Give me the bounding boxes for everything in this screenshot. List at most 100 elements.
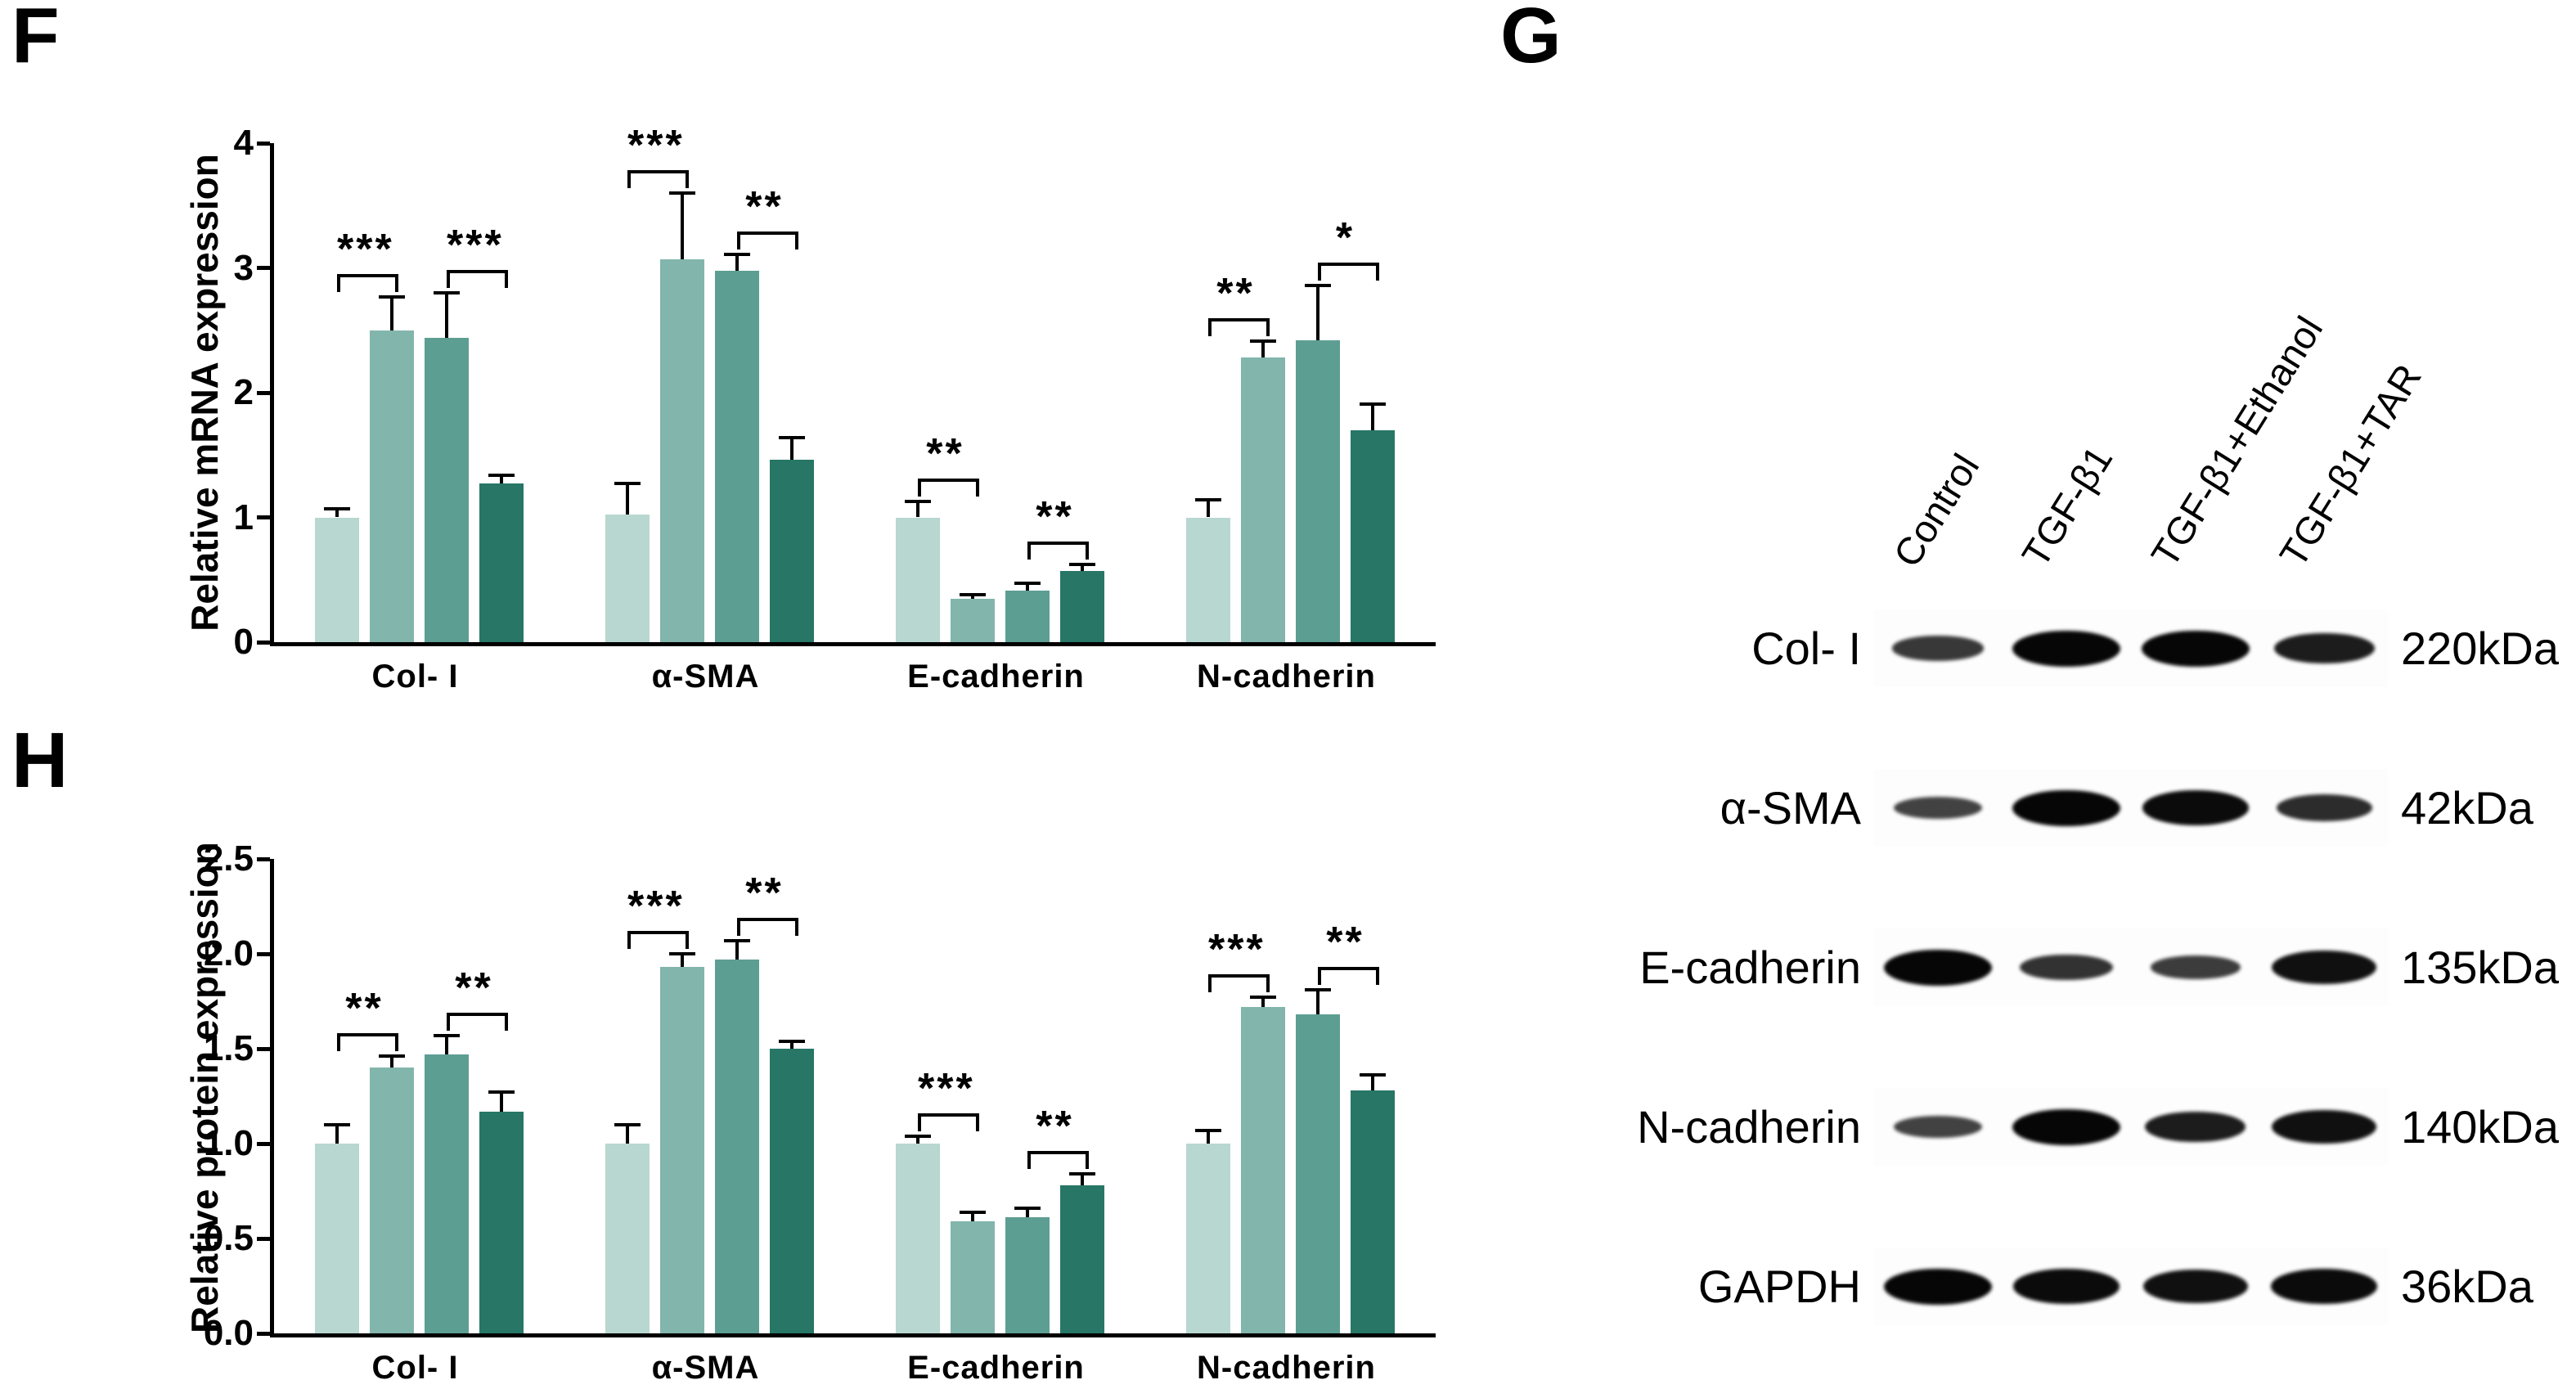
- error-bar-cap: [724, 938, 750, 942]
- category-label: E-cadherin: [907, 659, 1085, 694]
- error-bar-cap: [379, 1054, 405, 1059]
- error-bar-cap: [1250, 339, 1276, 344]
- y-axis-tick-label: 2: [233, 372, 254, 412]
- error-bar-cap: [905, 499, 931, 503]
- y-axis-tick-label: 1.0: [203, 1123, 254, 1163]
- y-axis-tick: [257, 1331, 270, 1336]
- panel-label-g: G: [1500, 0, 1562, 79]
- blot-band: [2013, 1269, 2120, 1304]
- error-bar-cap: [614, 482, 641, 486]
- error-bar: [790, 1041, 793, 1049]
- y-axis-tick: [257, 515, 270, 519]
- error-bar: [335, 508, 339, 518]
- bar: [605, 515, 650, 642]
- y-axis-tick-label: 0: [233, 622, 254, 662]
- sig-label: ***: [447, 222, 504, 269]
- y-axis-tick: [257, 951, 270, 956]
- sig-bracket: [1208, 974, 1270, 993]
- y-axis-tick: [257, 1046, 270, 1051]
- sig-label: **: [1216, 270, 1255, 318]
- category-label: N-cadherin: [1197, 659, 1376, 694]
- error-bar: [390, 1056, 393, 1068]
- sig-bracket: [337, 273, 398, 292]
- error-bar: [1081, 1174, 1084, 1186]
- error-bar: [500, 1092, 503, 1112]
- lane-label-text: TGF-β1+TAR: [2271, 356, 2430, 574]
- sig-label: ***: [918, 1064, 975, 1113]
- error-bar: [971, 1211, 974, 1222]
- error-bar: [916, 1135, 919, 1144]
- blot-row: [1873, 928, 2389, 1006]
- y-axis-tick: [257, 640, 270, 645]
- sig-bracket: [1027, 542, 1089, 560]
- error-bar-cap: [1305, 283, 1331, 287]
- y-axis-tick: [257, 856, 270, 861]
- error-bar-cap: [1305, 988, 1331, 992]
- sig-bracket: [1208, 318, 1270, 337]
- error-bar: [735, 254, 739, 271]
- error-bar-cap: [1014, 1206, 1041, 1210]
- error-bar: [390, 296, 393, 330]
- error-bar: [1207, 1130, 1210, 1144]
- category-label: E-cadherin: [907, 1350, 1085, 1386]
- blot-band: [2273, 632, 2375, 664]
- sig-bracket: [337, 1033, 398, 1052]
- error-bar-cap: [779, 1039, 805, 1043]
- mrna-expression-chart: Relative mRNA expression *** *** *** ** ** **…: [139, 82, 1481, 736]
- panel-label-h: H: [11, 717, 69, 804]
- y-axis-tick-label: 0.5: [203, 1218, 254, 1258]
- protein-expression-chart: Relative protein expression ** ** *** ** ***…: [139, 810, 1481, 1386]
- error-bar-cap: [324, 1122, 350, 1126]
- error-bar: [971, 595, 974, 599]
- y-axis-tick-label: 4: [233, 123, 254, 163]
- sig-bracket: [1318, 262, 1379, 281]
- bar: [370, 330, 414, 642]
- error-bar-cap: [488, 473, 515, 477]
- y-axis-tick: [257, 266, 270, 270]
- error-bar-cap: [1195, 498, 1221, 502]
- y-axis-tick: [257, 1236, 270, 1241]
- protein-label: N-cadherin: [1637, 1101, 1861, 1153]
- error-bar: [681, 193, 684, 259]
- error-bar: [445, 1035, 448, 1054]
- bar: [660, 258, 704, 642]
- error-bar-cap: [488, 1090, 515, 1095]
- blot-band: [2012, 630, 2121, 667]
- error-bar: [626, 483, 629, 515]
- sig-label: ***: [1208, 926, 1266, 974]
- panel-label-f: F: [11, 0, 60, 79]
- error-bar: [445, 293, 448, 338]
- y-axis-tick-label: 1.5: [203, 1028, 254, 1068]
- bar: [1005, 591, 1050, 642]
- plot-area: ** ** *** ** *** ** *** **: [270, 859, 1436, 1337]
- plot-area: *** *** *** ** ** ** ** *: [270, 124, 1436, 646]
- bar: [1186, 517, 1230, 642]
- error-bar-cap: [1195, 1128, 1221, 1132]
- error-bar-cap: [905, 1134, 931, 1138]
- error-bar-cap: [614, 1122, 641, 1126]
- bar: [951, 1221, 995, 1333]
- lane-label: TGF-β1+TAR: [2271, 357, 2538, 574]
- category-label: N-cadherin: [1197, 1350, 1376, 1386]
- bar: [896, 1144, 940, 1333]
- sig-label: **: [1326, 919, 1364, 967]
- error-bar: [681, 954, 684, 968]
- sig-label: **: [745, 182, 784, 231]
- sig-label: **: [455, 964, 493, 1012]
- bar: [715, 959, 759, 1333]
- bar: [1060, 571, 1104, 642]
- category-label: α-SMA: [651, 1350, 760, 1386]
- sig-label: **: [1036, 1103, 1074, 1151]
- y-axis-tick-label: 3: [233, 247, 254, 288]
- bar: [1351, 429, 1395, 642]
- blot-band: [2012, 789, 2121, 826]
- blot-band: [2020, 954, 2114, 981]
- sig-label: ***: [337, 225, 394, 273]
- sig-label: **: [345, 985, 384, 1033]
- sig-bracket: [627, 170, 689, 188]
- bar: [1241, 1006, 1285, 1333]
- western-blot-panel: G Control TGF-β1 TGF-β1+Ethanol TGF-β1+TAR C…: [1497, 0, 2576, 1389]
- bar: [315, 1144, 359, 1333]
- molecular-weight-label: 220kDa: [2401, 623, 2560, 674]
